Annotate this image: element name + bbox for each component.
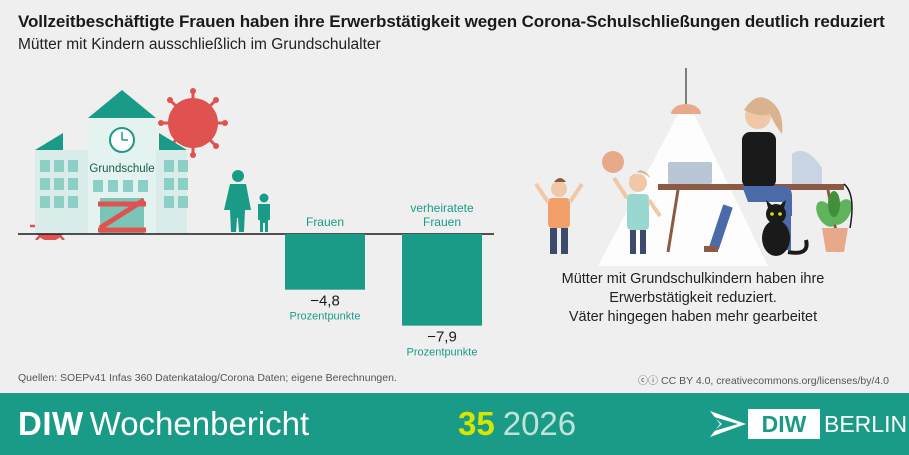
cat-icon: [762, 200, 809, 256]
mother-child-icon: [224, 170, 270, 232]
family-illustration: [534, 68, 853, 266]
cc-icon: ⓒⓘ: [638, 376, 658, 387]
school-label: Grundschule: [89, 163, 154, 175]
caption-line: Erwerbstätigkeit reduziert.: [609, 290, 777, 306]
child-icon: [534, 178, 584, 254]
caption-line: Mütter mit Grundschulkindern haben ihre: [561, 271, 825, 287]
footer-bar: DIW Wochenbericht 35 2026 DIW BERLIN: [0, 393, 909, 455]
category-label: verheiratete: [410, 201, 474, 215]
caption: Mütter mit Grundschulkindern haben ihre …: [528, 270, 858, 327]
chart-title: Vollzeitbeschäftigte Frauen haben ihre E…: [18, 12, 885, 31]
brand-bold: DIW: [18, 405, 84, 442]
virus-icon: [158, 88, 228, 158]
logo-diw-text: DIW: [748, 409, 820, 439]
issue-num: 35: [458, 405, 495, 442]
diw-logo-icon: [710, 411, 746, 437]
child-icon: [612, 170, 662, 254]
license-text: CC BY 4.0, creativecommons.org/licenses/…: [661, 375, 889, 387]
issue-year: 2026: [502, 405, 577, 442]
value-label: −4,8: [310, 293, 340, 310]
plant-icon: [816, 183, 853, 252]
category-label: Frauen: [306, 215, 344, 229]
chart-subtitle: Mütter mit Kindern ausschließlich im Gru…: [18, 36, 381, 53]
sources-note: Quellen: SOEPv41 Infas 360 Datenkatalog/…: [18, 372, 397, 384]
bar: [285, 234, 365, 290]
brand-title: DIW Wochenbericht: [18, 405, 309, 443]
unit-label: Prozentpunkte: [407, 347, 478, 359]
school-illustration: Grundschule: [30, 88, 270, 240]
value-label: −7,9: [427, 329, 457, 346]
bar-chart: Frauen−4,8ProzentpunkteverheirateteFraue…: [18, 201, 494, 359]
logo-berlin-text: BERLIN: [824, 411, 908, 437]
bar: [402, 234, 482, 326]
category-label: Frauen: [423, 215, 461, 229]
mother-icon: [704, 97, 792, 252]
issue-number: 35 2026: [458, 405, 576, 443]
license-note: ⓒⓘ CC BY 4.0, creativecommons.org/license…: [638, 372, 889, 387]
caption-line: Väter hingegen haben mehr gearbeitet: [568, 309, 818, 325]
diw-berlin-logo: DIW BERLIN: [710, 407, 907, 441]
brand-rest: Wochenbericht: [89, 405, 310, 442]
unit-label: Prozentpunkte: [290, 311, 361, 323]
